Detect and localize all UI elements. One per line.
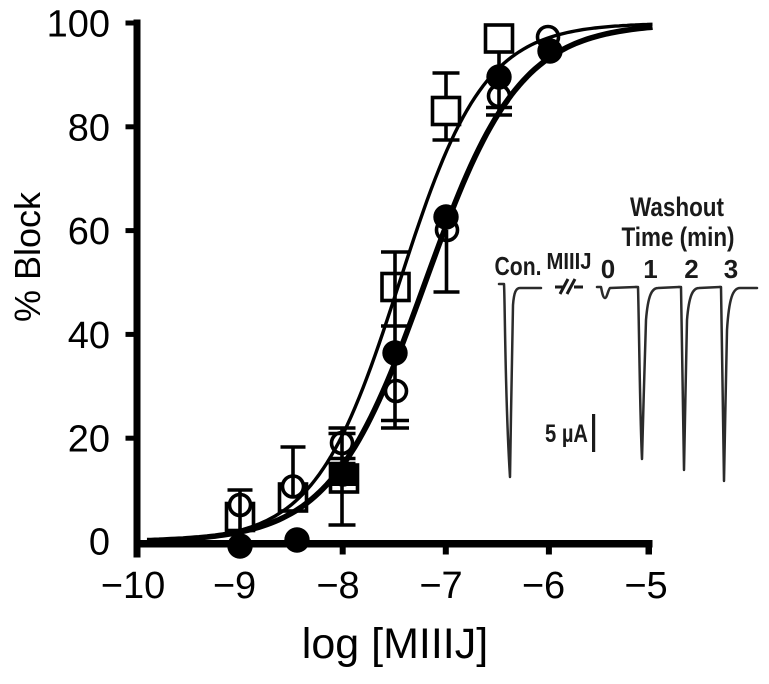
svg-text:−9: −9 [213,565,256,607]
svg-text:40: 40 [68,315,110,357]
svg-text:0: 0 [89,522,110,564]
svg-text:log [MIIIJ]: log [MIIIJ] [302,620,488,668]
svg-text:Washout: Washout [630,192,724,222]
svg-text:MIIIJ: MIIIJ [547,248,592,274]
svg-text:−7: −7 [419,565,462,607]
svg-text:5 µA: 5 µA [545,420,588,448]
svg-text:1: 1 [643,254,657,284]
svg-text:Time (min): Time (min) [622,222,735,252]
svg-text:0: 0 [601,254,615,284]
svg-text:−10: −10 [101,565,165,607]
svg-text:3: 3 [724,254,738,284]
svg-text:Con.: Con. [495,251,542,281]
svg-text:80: 80 [68,107,110,149]
svg-text:−6: −6 [522,565,565,607]
svg-text:60: 60 [68,211,110,253]
svg-text:−8: −8 [316,565,359,607]
svg-text:100: 100 [47,4,110,46]
svg-text:% Block: % Block [7,191,48,322]
svg-text:−5: −5 [624,565,667,607]
svg-text:20: 20 [68,419,110,461]
svg-text:2: 2 [684,254,698,284]
